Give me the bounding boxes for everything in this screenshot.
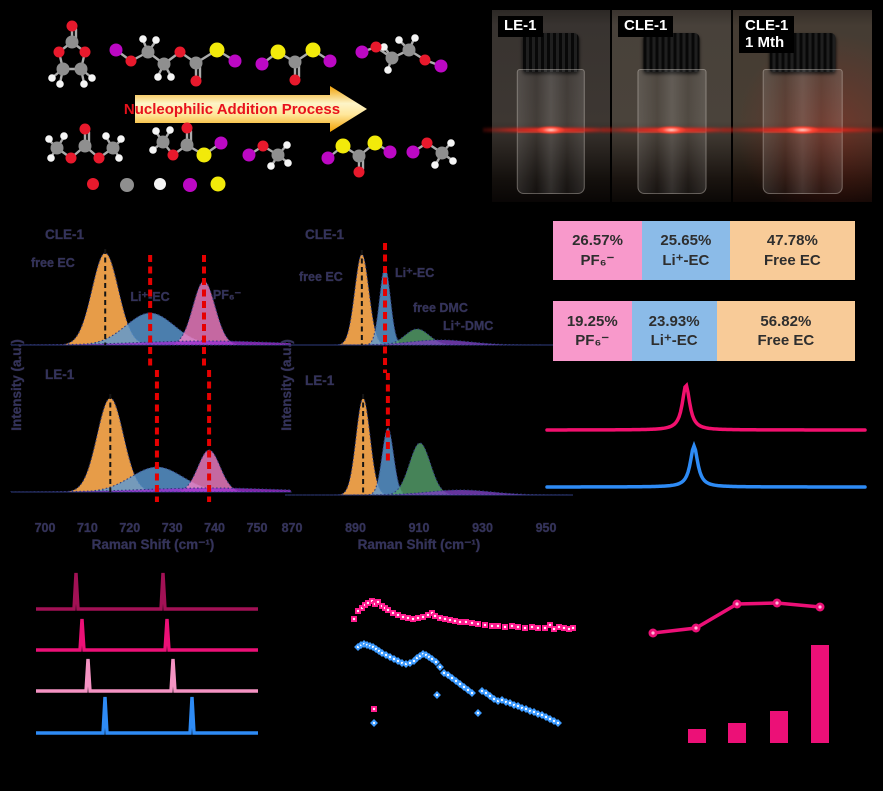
spectrum-trace xyxy=(36,572,258,611)
oxygen-atom-icon xyxy=(87,178,99,190)
peak-curve xyxy=(545,381,867,432)
laser-spot xyxy=(657,125,686,134)
y-axis-label: Intensity (a.u.) xyxy=(9,339,24,431)
vial-cap xyxy=(522,33,580,72)
spectrum-trace xyxy=(36,658,258,693)
photo-label: LE-1 xyxy=(498,16,543,37)
pink-squares xyxy=(351,598,576,632)
raman-peak xyxy=(285,339,573,346)
raman-peak xyxy=(285,489,574,496)
panel-title-le1: LE-1 xyxy=(305,373,335,388)
composition-bars: 26.57% PF₆⁻ 25.65% Li⁺-EC 47.78% Free EC 19… xyxy=(553,221,855,361)
raman-panel-ec: 700 710 720 730 740 750 CLE-1 free EC Li⁺-EC … xyxy=(9,227,292,552)
panel-title-le1: LE-1 xyxy=(45,367,75,382)
vial-photos: LE-1 CLE-1 CLE-1 1 Mth xyxy=(482,10,883,202)
photo-label: CLE-1 1 Mth xyxy=(739,16,795,53)
molecule-ec-li-adduct xyxy=(109,35,242,87)
panel-title-cle1: CLE-1 xyxy=(45,227,84,242)
segment-li-ec: 23.93% Li⁺-EC xyxy=(631,301,717,361)
x-tick-label: 700 xyxy=(35,521,56,535)
vial xyxy=(762,33,843,195)
segment-pf6: 26.57% PF₆⁻ xyxy=(553,221,643,280)
raman-panel-dmc: 870 890 910 930 950 CLE-1 free EC Li⁺-EC fre… xyxy=(279,227,574,552)
reaction-arrow: Nucleophilic Addition Process xyxy=(124,86,367,132)
photo-cle1: CLE-1 xyxy=(602,10,741,202)
segment-free-ec: 47.78% Free EC xyxy=(729,221,855,280)
scatter-plot xyxy=(351,598,576,727)
peak-curve xyxy=(545,440,867,489)
molecule-lithium-methoxide-2 xyxy=(406,137,457,169)
raman-peak xyxy=(11,466,291,493)
stick-spectra xyxy=(36,572,258,735)
x-tick-label: 720 xyxy=(119,521,140,535)
vial xyxy=(636,33,707,195)
laser-spot xyxy=(785,125,820,134)
x-axis-label: Raman Shift (cm⁻¹) xyxy=(358,537,481,552)
x-tick-label: 930 xyxy=(472,521,493,535)
x-tick-label: 910 xyxy=(409,521,430,535)
line-bar-combo xyxy=(648,598,829,743)
peak-label-li-ec: Li⁺-EC xyxy=(395,266,434,280)
legend-marker xyxy=(370,719,378,727)
carbon-atom-icon xyxy=(120,178,134,192)
peak-label-pf6: PF₆⁻ xyxy=(213,288,242,302)
bar xyxy=(811,645,829,743)
photo-cle1-1mth: CLE-1 1 Mth xyxy=(721,10,883,202)
x-tick-label: 890 xyxy=(345,521,366,535)
spectrum-trace xyxy=(36,618,258,652)
bar xyxy=(688,729,706,743)
peak-label-free-dmc: free DMC xyxy=(413,301,468,315)
y-axis-label: Intensity (a.u.) xyxy=(279,339,294,431)
vial-cap xyxy=(643,33,700,72)
peak-label-free-ec: free EC xyxy=(299,270,343,284)
molecule-glycolate-li xyxy=(355,34,448,74)
x-tick-label: 950 xyxy=(536,521,557,535)
molecule-ec xyxy=(48,20,96,88)
molecule-dmc xyxy=(45,123,125,164)
single-peak-curves xyxy=(545,381,867,489)
lithium-atom-icon xyxy=(183,178,197,192)
reaction-scheme: Nucleophilic Addition Process xyxy=(45,20,457,192)
vial xyxy=(516,33,586,195)
x-tick-label: 750 xyxy=(247,521,268,535)
molecule-dithiocarbonate-li-2 xyxy=(321,135,397,178)
molecule-methylthiocarbonate-li xyxy=(149,122,228,163)
composition-bar-cle1: 26.57% PF₆⁻ 25.65% Li⁺-EC 47.78% Free EC xyxy=(553,221,855,280)
peak-label-free-ec: free EC xyxy=(31,256,75,270)
x-tick-label: 870 xyxy=(282,521,303,535)
molecule-dithiocarbonate-li xyxy=(255,42,337,86)
peak-label-li-dmc: Li⁺-DMC xyxy=(443,319,493,333)
molecule-lithium-methoxide xyxy=(242,140,292,170)
panel-title-cle1: CLE-1 xyxy=(305,227,344,242)
x-tick-label: 730 xyxy=(162,521,183,535)
bar xyxy=(770,711,788,743)
segment-free-ec: 56.82% Free EC xyxy=(716,301,855,361)
hydrogen-atom-icon xyxy=(154,178,166,190)
bar xyxy=(728,723,746,743)
raman-peak xyxy=(10,487,292,493)
x-tick-label: 740 xyxy=(204,521,225,535)
legend-marker xyxy=(371,706,377,712)
laser-spot xyxy=(536,125,566,134)
composition-bar-le1: 19.25% PF₆⁻ 23.93% Li⁺-EC 56.82% Free EC xyxy=(553,301,855,361)
photo-le1: LE-1 xyxy=(482,10,620,202)
spectrum-trace xyxy=(36,696,258,735)
raman-peak xyxy=(285,442,573,496)
sulfur-atom-icon xyxy=(210,176,226,192)
segment-pf6: 19.25% PF₆⁻ xyxy=(553,301,632,361)
peak-label-li-ec: Li⁺-EC xyxy=(130,290,169,304)
x-axis-label: Raman Shift (cm⁻¹) xyxy=(92,537,215,552)
segment-li-ec: 25.65% Li⁺-EC xyxy=(642,221,730,280)
arrow-label: Nucleophilic Addition Process xyxy=(124,101,340,118)
x-tick-label: 710 xyxy=(77,521,98,535)
raman-peak xyxy=(10,340,292,346)
atom-color-legend xyxy=(87,176,226,192)
blue-diamonds xyxy=(354,640,562,727)
photo-label: CLE-1 xyxy=(618,16,674,37)
